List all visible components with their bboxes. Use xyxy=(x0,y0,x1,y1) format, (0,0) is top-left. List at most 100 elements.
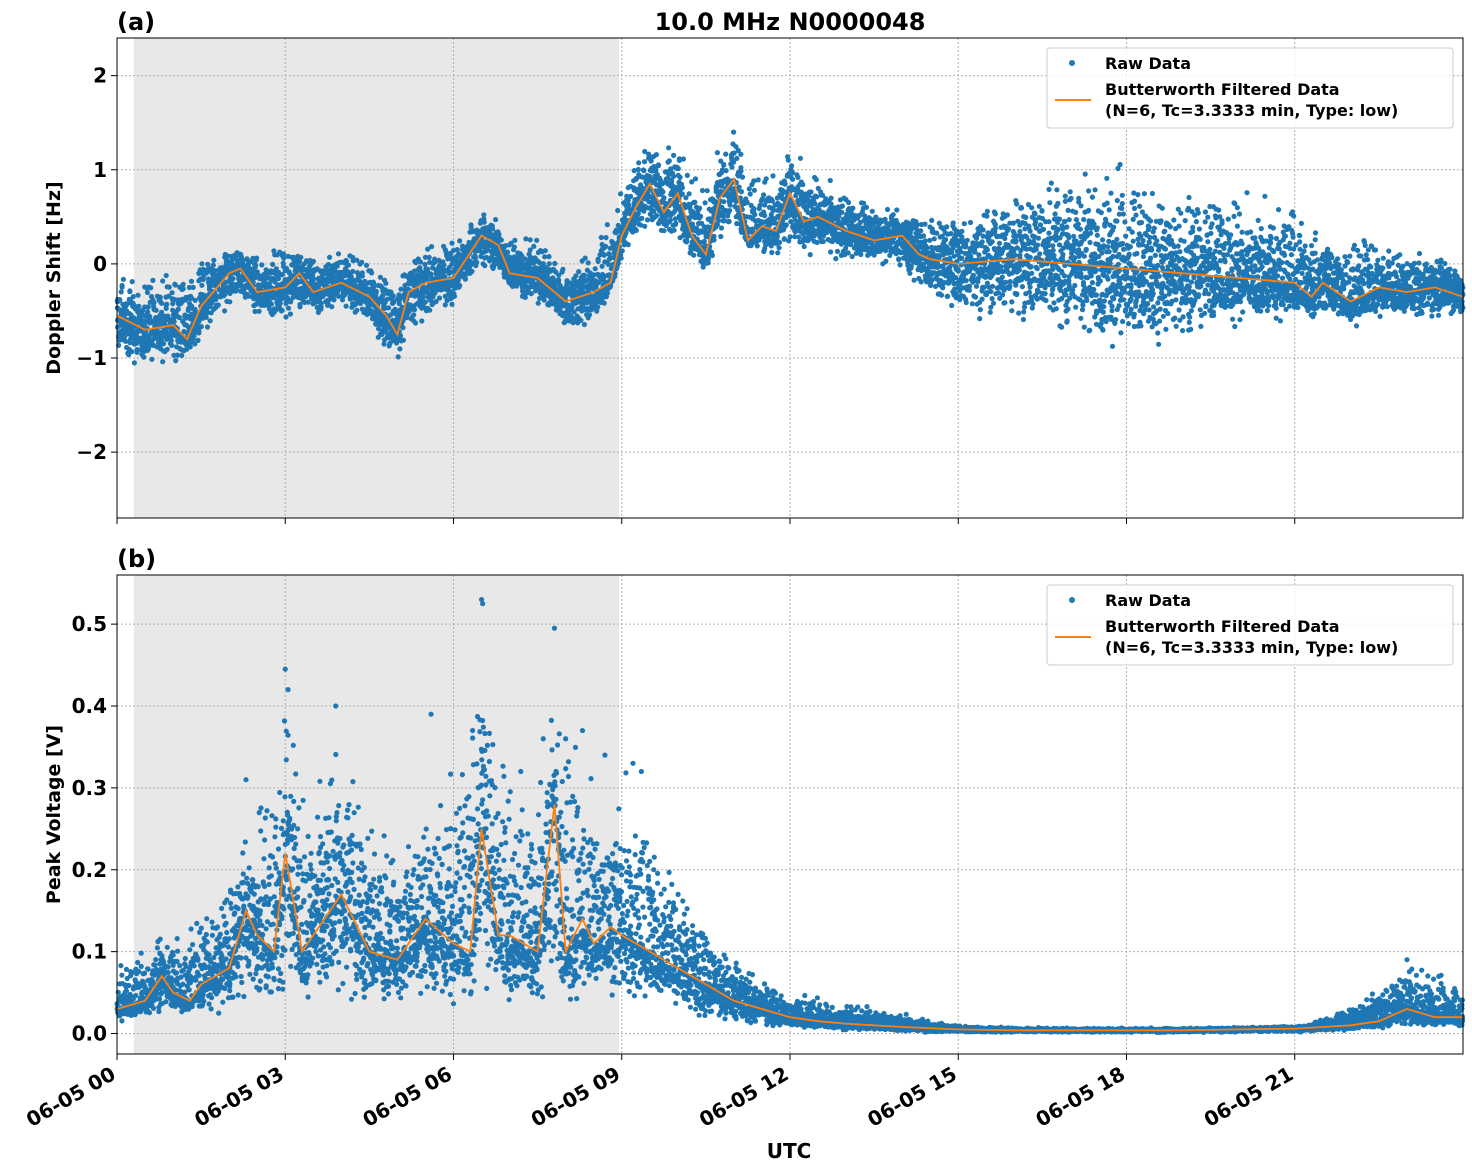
raw-data-point xyxy=(297,302,302,307)
raw-data-point xyxy=(196,330,201,335)
raw-data-point xyxy=(158,295,163,300)
raw-data-point xyxy=(685,173,690,178)
raw-data-point xyxy=(945,294,950,299)
raw-data-point xyxy=(422,262,427,267)
raw-data-point xyxy=(350,269,355,274)
raw-data-point xyxy=(919,279,924,284)
raw-data-point xyxy=(672,228,677,233)
raw-data-point xyxy=(731,130,736,135)
raw-data-point xyxy=(199,283,204,288)
raw-data-point xyxy=(850,206,855,211)
raw-data-point xyxy=(145,309,150,314)
raw-data-point xyxy=(956,269,961,274)
raw-data-point xyxy=(547,261,552,266)
raw-data-point xyxy=(120,283,125,288)
raw-data-point xyxy=(738,152,743,157)
raw-data-point xyxy=(600,264,605,269)
raw-data-point xyxy=(885,207,890,212)
raw-data-point xyxy=(556,278,561,283)
raw-data-point xyxy=(344,304,349,309)
raw-data-point xyxy=(596,259,601,264)
raw-data-point xyxy=(678,175,683,180)
raw-data-point xyxy=(700,188,705,193)
raw-data-point xyxy=(270,262,275,267)
raw-data-point xyxy=(724,168,729,173)
raw-data-point xyxy=(959,234,964,239)
raw-data-point xyxy=(716,218,721,223)
raw-data-point xyxy=(546,254,551,259)
raw-data-point xyxy=(703,200,708,205)
raw-data-point xyxy=(593,266,598,271)
raw-data-point xyxy=(176,307,181,312)
raw-data-point xyxy=(666,145,671,150)
raw-data-point xyxy=(667,158,672,163)
raw-data-point xyxy=(280,308,285,313)
raw-data-point xyxy=(170,290,175,295)
raw-data-point xyxy=(798,156,803,161)
raw-data-point xyxy=(360,270,365,275)
raw-data-point xyxy=(418,259,423,264)
raw-data-point xyxy=(680,185,685,190)
raw-data-point xyxy=(499,237,504,242)
raw-data-point xyxy=(907,271,912,276)
raw-data-point xyxy=(135,293,140,298)
raw-data-point xyxy=(721,199,726,204)
raw-data-point xyxy=(605,291,610,296)
raw-data-point xyxy=(668,218,673,223)
raw-data-point xyxy=(164,302,169,307)
raw-data-point xyxy=(661,228,666,233)
raw-data-point xyxy=(764,176,769,181)
raw-data-point xyxy=(729,165,734,170)
raw-data-point xyxy=(870,209,875,214)
raw-data-point xyxy=(181,286,186,291)
raw-data-point xyxy=(552,261,557,266)
raw-data-point xyxy=(286,306,291,311)
raw-data-point xyxy=(512,238,517,243)
raw-data-point xyxy=(676,166,681,171)
raw-data-point xyxy=(932,236,937,241)
raw-data-point xyxy=(193,298,198,303)
raw-data-point xyxy=(230,276,235,281)
raw-data-point xyxy=(421,294,426,299)
raw-data-point xyxy=(922,222,927,227)
raw-data-point xyxy=(359,260,364,265)
raw-data-point xyxy=(147,314,152,319)
raw-data-point xyxy=(719,225,724,230)
raw-data-point xyxy=(687,191,692,196)
raw-data-point xyxy=(211,258,216,263)
raw-data-point xyxy=(222,308,227,313)
raw-data-point xyxy=(943,237,948,242)
raw-data-point xyxy=(821,239,826,244)
raw-data-point xyxy=(404,315,409,320)
raw-data-point xyxy=(605,222,610,227)
raw-data-point xyxy=(141,355,146,360)
raw-data-point xyxy=(336,294,341,299)
raw-data-point xyxy=(205,262,210,267)
raw-data-point xyxy=(620,248,625,253)
raw-data-point xyxy=(542,297,547,302)
raw-data-point xyxy=(777,240,782,245)
raw-data-point xyxy=(619,256,624,261)
raw-data-point xyxy=(649,158,654,163)
raw-data-point xyxy=(150,278,155,283)
raw-data-point xyxy=(369,270,374,275)
raw-data-point xyxy=(189,279,194,284)
raw-data-point xyxy=(777,245,782,250)
raw-data-point xyxy=(737,185,742,190)
raw-data-point xyxy=(642,159,647,164)
raw-data-point xyxy=(131,294,136,299)
raw-data-point xyxy=(429,244,434,249)
raw-data-point xyxy=(419,318,424,323)
raw-data-point xyxy=(531,244,536,249)
raw-data-point xyxy=(179,353,184,358)
raw-data-point xyxy=(661,195,666,200)
raw-data-point xyxy=(199,324,204,329)
raw-data-point xyxy=(172,319,177,324)
raw-data-point xyxy=(769,250,774,255)
raw-data-point xyxy=(437,295,442,300)
raw-data-point xyxy=(257,309,262,314)
raw-data-point xyxy=(329,304,334,309)
raw-data-point xyxy=(711,237,716,242)
raw-data-point xyxy=(582,322,587,327)
raw-data-point xyxy=(169,343,174,348)
